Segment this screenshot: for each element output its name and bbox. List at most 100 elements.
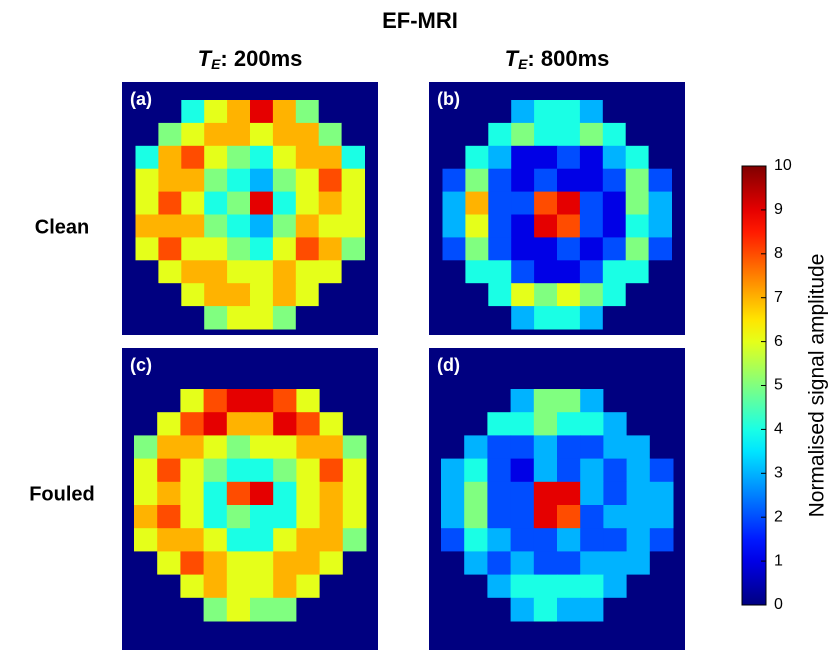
heatmap-cell	[227, 551, 251, 575]
heatmap-cell	[557, 412, 581, 436]
heatmap-cell	[650, 412, 674, 436]
heatmap-cell	[534, 100, 557, 123]
heatmap-cell	[343, 505, 367, 529]
heatmap-cell	[603, 215, 626, 238]
heatmap-cell	[157, 482, 181, 506]
heatmap-cell	[296, 528, 320, 552]
heatmap-cell	[319, 146, 342, 169]
heatmap-cell	[320, 482, 344, 506]
heatmap-cell	[136, 237, 159, 260]
figure: EF-MRI TE: 200msTE: 800msCleanFouled(a)(…	[0, 0, 836, 653]
heatmap-cell	[443, 237, 466, 260]
colorbar-tick-label: 1	[774, 552, 783, 569]
heatmap-cell	[158, 260, 181, 283]
heatmap-cell	[488, 146, 511, 169]
heatmap-cell	[319, 169, 342, 192]
heatmap-cell	[511, 505, 535, 529]
heatmap-cell	[180, 389, 204, 413]
heatmap-cell	[557, 528, 581, 552]
heatmap-cell	[227, 215, 250, 238]
heatmap-cell	[487, 598, 511, 622]
heatmap-cell	[441, 435, 465, 459]
heatmap-cell	[580, 389, 604, 413]
heatmap-cell	[534, 435, 558, 459]
heatmap-cell	[296, 306, 319, 329]
heatmap-cell	[273, 283, 296, 306]
heatmap-cell	[488, 100, 511, 123]
heatmap-cell	[342, 215, 365, 238]
heatmap-cell	[650, 575, 674, 599]
heatmap-cell	[319, 100, 342, 123]
heatmap-cell	[136, 283, 159, 306]
heatmap-cell	[443, 260, 466, 283]
heatmap-cell	[181, 260, 204, 283]
heatmap-cell	[580, 192, 603, 215]
heatmap-cell	[626, 306, 649, 329]
colorbar-tick-label: 2	[774, 508, 783, 525]
heatmap-cell	[580, 598, 604, 622]
heatmap-cell	[580, 482, 604, 506]
heatmap-cell	[227, 100, 250, 123]
heatmap-cell	[180, 482, 204, 506]
heatmap-cell	[250, 389, 274, 413]
heatmap-cell	[227, 575, 251, 599]
heatmap-cell	[650, 459, 674, 483]
heatmap-cell	[534, 551, 558, 575]
heatmap-cell	[250, 575, 274, 599]
heatmap-cell	[319, 123, 342, 146]
heatmap-cell	[488, 192, 511, 215]
heatmap-cell	[180, 459, 204, 483]
heatmap-cell	[204, 412, 228, 436]
heatmap-cell	[557, 551, 581, 575]
heatmap-cell	[273, 123, 296, 146]
heatmap-cell	[250, 169, 273, 192]
heatmap-cell	[534, 215, 557, 238]
heatmap-cell	[250, 146, 273, 169]
heatmap-cell	[181, 283, 204, 306]
heatmap-cell	[250, 505, 274, 529]
heatmap-panel: (a)	[122, 82, 378, 335]
heatmap-cell	[157, 575, 181, 599]
panel-label: (c)	[130, 355, 152, 375]
heatmap-cell	[273, 169, 296, 192]
heatmap-cell	[250, 306, 273, 329]
heatmap-cell	[296, 505, 320, 529]
heatmap-cell	[465, 192, 488, 215]
heatmap-cell	[181, 215, 204, 238]
colorbar-label: Normalised signal amplitude	[806, 254, 829, 518]
heatmap-cell	[626, 123, 649, 146]
heatmap-cell	[487, 389, 511, 413]
heatmap-cell	[273, 505, 297, 529]
heatmap-cell	[627, 412, 651, 436]
heatmap-cell	[342, 306, 365, 329]
heatmap-cell	[464, 482, 488, 506]
heatmap-cell	[488, 306, 511, 329]
heatmap-cell	[441, 389, 465, 413]
heatmap-cell	[649, 146, 672, 169]
heatmap-cell	[227, 260, 250, 283]
heatmap-cell	[320, 389, 344, 413]
heatmap-cell	[296, 146, 319, 169]
heatmap-cell	[580, 146, 603, 169]
heatmap-cell	[511, 435, 535, 459]
heatmap-cell	[603, 598, 627, 622]
heatmap-cell	[320, 505, 344, 529]
colorbar-tick-label: 5	[774, 377, 783, 394]
heatmap-cell	[557, 306, 580, 329]
heatmap-cell	[627, 505, 651, 529]
heatmap-cell	[627, 528, 651, 552]
heatmap-cell	[580, 123, 603, 146]
heatmap-cell	[296, 412, 320, 436]
heatmap-cell	[626, 283, 649, 306]
heatmap-cell	[158, 192, 181, 215]
heatmap-cell	[464, 459, 488, 483]
heatmap-cell	[158, 146, 181, 169]
heatmap-cell	[488, 283, 511, 306]
heatmap-cell	[227, 459, 251, 483]
heatmap-cell	[443, 215, 466, 238]
heatmap-cell	[603, 283, 626, 306]
heatmap-cell	[250, 598, 274, 622]
heatmap-cell	[134, 598, 158, 622]
heatmap-cell	[180, 435, 204, 459]
heatmap-cell	[250, 459, 274, 483]
